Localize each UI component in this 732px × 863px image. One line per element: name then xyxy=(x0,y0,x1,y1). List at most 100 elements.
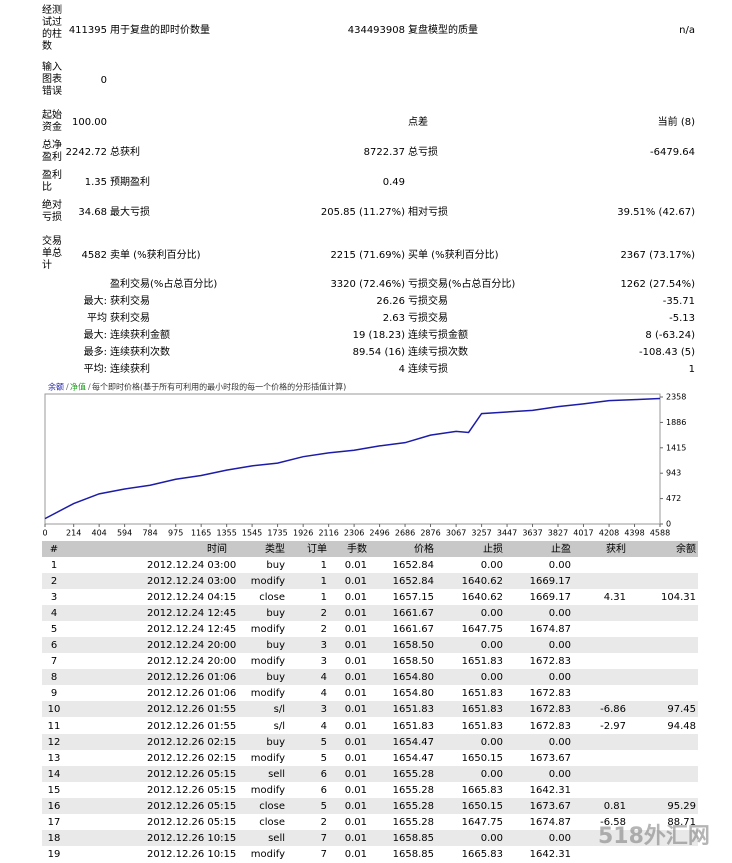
table-cell: 1650.15 xyxy=(461,752,503,764)
table-cell: -6.86 xyxy=(600,704,626,716)
table-cell: 5 xyxy=(320,800,327,812)
table-cell: 0.00 xyxy=(480,560,503,571)
table-row xyxy=(42,589,698,606)
chart: 余额 / 净值 / 每个即时价格(基于所有可利用的最小时段的每一个价格的分形插值计算)0… xyxy=(42,382,686,538)
table-cell: 2012.12.24 12:45 xyxy=(147,608,237,620)
table-cell: 11 xyxy=(47,720,61,732)
table-cell: 0.00 xyxy=(548,608,571,620)
table-cell: buy xyxy=(266,560,285,571)
table-cell: 0.01 xyxy=(344,720,367,732)
summary-value: 4 xyxy=(398,364,405,375)
table-cell: 95.29 xyxy=(667,800,696,812)
table-cell: 0.01 xyxy=(344,784,367,796)
table-cell: 2012.12.24 12:45 xyxy=(147,624,237,636)
x-tick-label: 1355 xyxy=(216,529,236,538)
table-cell: 1661.67 xyxy=(392,624,434,636)
table-cell: 1672.83 xyxy=(529,720,571,732)
table-cell: 12 xyxy=(47,736,61,748)
column-header: 余额 xyxy=(676,544,696,555)
column-header: 获利 xyxy=(606,544,626,555)
table-cell: 1640.62 xyxy=(461,592,503,604)
column-header: 订单 xyxy=(307,544,327,555)
table-cell: 0.00 xyxy=(548,640,571,652)
table-cell: 1655.28 xyxy=(392,816,434,828)
column-header: 手数 xyxy=(347,544,367,555)
table-cell: sell xyxy=(268,832,285,844)
y-tick-label: 0 xyxy=(666,520,671,529)
table-cell: 0.01 xyxy=(344,832,367,844)
table-cell: 5 xyxy=(320,752,327,764)
table-cell: 0.00 xyxy=(480,832,503,844)
summary-value: 39.51% (42.67) xyxy=(617,207,695,218)
table-cell: modify xyxy=(250,624,285,636)
summary-label: 亏损交易 xyxy=(408,296,448,307)
table-cell: 1651.83 xyxy=(461,720,503,732)
table-cell: 15 xyxy=(47,784,61,796)
table-cell: 1654.47 xyxy=(392,752,434,764)
table-cell: 2012.12.26 05:15 xyxy=(147,784,237,796)
table-cell: 2 xyxy=(50,576,58,588)
summary-value: 34.68 xyxy=(78,207,107,218)
table-cell: close xyxy=(259,800,285,812)
table-cell: modify xyxy=(250,752,285,764)
table-row xyxy=(42,669,698,686)
table-cell: 1658.85 xyxy=(392,832,434,844)
summary-value: 26.26 xyxy=(376,296,405,307)
table-cell: 2012.12.26 01:06 xyxy=(147,672,237,684)
table-cell: 1655.28 xyxy=(392,800,434,812)
table-cell: 1652.84 xyxy=(392,576,434,588)
table-row xyxy=(42,573,698,590)
table-cell: 7 xyxy=(50,656,58,668)
table-cell: 6 xyxy=(320,784,327,796)
summary-value: 0 xyxy=(100,75,107,86)
summary-value: 205.85 (11.27%) xyxy=(320,207,405,218)
table-row xyxy=(42,765,698,782)
table-cell: 2012.12.24 03:00 xyxy=(147,576,237,588)
table-cell: 2012.12.24 04:15 xyxy=(147,592,237,604)
table-cell: close xyxy=(259,816,285,828)
table-cell: modify xyxy=(250,688,285,700)
summary-label: 连续获利次数 xyxy=(110,347,170,358)
x-tick-label: 784 xyxy=(142,529,157,538)
table-cell: 3 xyxy=(320,656,327,668)
table-cell: 1650.15 xyxy=(461,800,503,812)
table-header xyxy=(42,541,698,557)
table-cell: 0.00 xyxy=(480,768,503,780)
table-cell: 1 xyxy=(320,592,327,604)
summary-label: 总净盈利 xyxy=(42,140,62,163)
summary-value: 最大: xyxy=(83,330,107,341)
table-cell: 104.31 xyxy=(661,592,696,604)
summary-value: 0.49 xyxy=(382,177,405,188)
summary-value: n/a xyxy=(679,25,695,36)
x-tick-label: 3637 xyxy=(522,529,542,538)
y-tick-label: 1415 xyxy=(666,443,686,452)
table-cell: 7 xyxy=(320,832,327,844)
table-cell: 0.01 xyxy=(344,800,367,812)
table-cell: 0.01 xyxy=(344,560,367,571)
table-cell: 0.01 xyxy=(344,752,367,764)
table-cell: 2012.12.26 05:15 xyxy=(147,800,237,812)
table-cell: 1673.67 xyxy=(529,800,571,812)
table-cell: 3 xyxy=(320,704,327,716)
table-cell: buy xyxy=(266,608,285,620)
summary-label: 最大亏损 xyxy=(110,207,150,218)
summary-value: 19 (18.23) xyxy=(352,330,405,341)
table-cell: 97.45 xyxy=(667,704,696,716)
x-tick-label: 3447 xyxy=(497,529,517,538)
summary-value: -5.13 xyxy=(669,313,695,324)
table-cell: 0.01 xyxy=(344,736,367,748)
table-cell: 19 xyxy=(47,848,61,860)
table-cell: 2012.12.26 02:15 xyxy=(147,736,237,748)
table-cell: modify xyxy=(250,576,285,588)
summary-label: 获利交易 xyxy=(110,313,150,324)
table-cell: 1669.17 xyxy=(529,592,571,604)
table-cell: 0.00 xyxy=(480,608,503,620)
x-tick-label: 4017 xyxy=(573,529,593,538)
table-row xyxy=(42,557,698,573)
table-cell: 4 xyxy=(50,608,58,620)
summary-label: 交易单总计 xyxy=(42,236,62,271)
table-cell: 0.00 xyxy=(480,640,503,652)
table-cell: 2012.12.26 01:55 xyxy=(147,704,237,716)
table-cell: 6 xyxy=(320,768,327,780)
table-cell: modify xyxy=(250,784,285,796)
